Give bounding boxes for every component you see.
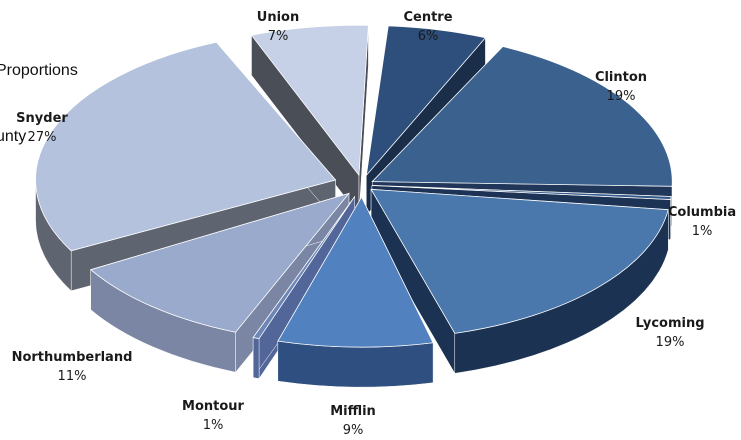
title-line-1: Proportions bbox=[0, 62, 78, 79]
slice-top-northumberland bbox=[89, 192, 351, 333]
slice-top-snyder bbox=[35, 41, 337, 252]
slice-top-lycoming bbox=[370, 188, 669, 334]
value-label-northumberland: 11% bbox=[58, 369, 87, 384]
value-label-snyder: 27% bbox=[28, 130, 57, 145]
slice-side-montour bbox=[252, 337, 260, 379]
slice-top-montour bbox=[252, 196, 356, 340]
slice-top-union bbox=[250, 24, 369, 177]
value-label-clinton: 19% bbox=[607, 89, 636, 104]
label-centre: Centre bbox=[403, 10, 452, 25]
value-label-union: 7% bbox=[268, 29, 289, 44]
value-label-montour: 1% bbox=[203, 418, 224, 433]
label-union: Union bbox=[257, 10, 299, 25]
slice-top-mifflin bbox=[277, 196, 434, 348]
slice-top-centre bbox=[365, 25, 487, 177]
title-line-2: unty bbox=[0, 128, 27, 145]
chart-title-fragment: Proportions unty bbox=[0, 16, 78, 170]
value-label-mifflin: 9% bbox=[343, 423, 364, 438]
label-lycoming: Lycoming bbox=[635, 316, 704, 331]
label-northumberland: Northumberland bbox=[12, 350, 133, 365]
value-label-columbia: 1% bbox=[692, 224, 713, 239]
value-label-lycoming: 19% bbox=[656, 335, 685, 350]
slice-top-clinton bbox=[371, 46, 673, 187]
label-montour: Montour bbox=[182, 399, 245, 414]
value-label-centre: 6% bbox=[418, 29, 439, 44]
label-mifflin: Mifflin bbox=[330, 404, 376, 419]
label-snyder: Snyder bbox=[16, 111, 68, 126]
slice-side-mifflin bbox=[277, 340, 434, 388]
label-columbia: Columbia bbox=[668, 205, 736, 220]
slice-mifflin bbox=[277, 196, 434, 388]
label-clinton: Clinton bbox=[595, 70, 647, 85]
slice-top-columbia bbox=[371, 185, 672, 200]
slice-lycoming bbox=[370, 188, 669, 375]
